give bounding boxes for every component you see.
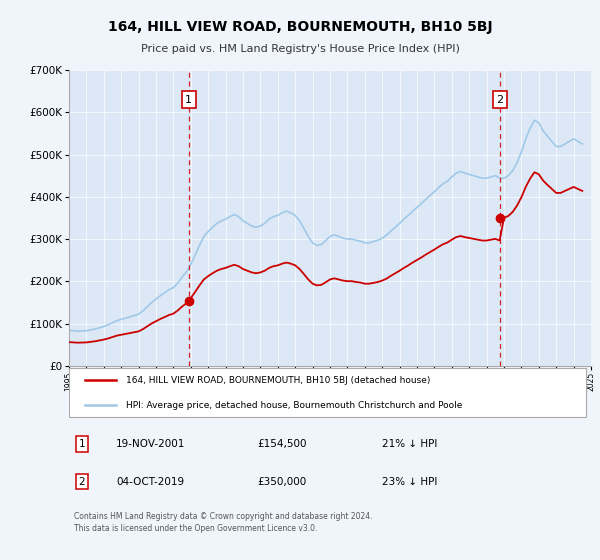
Text: 19-NOV-2001: 19-NOV-2001 bbox=[116, 438, 185, 449]
Text: 1: 1 bbox=[185, 95, 192, 105]
Text: Contains HM Land Registry data © Crown copyright and database right 2024.
This d: Contains HM Land Registry data © Crown c… bbox=[74, 512, 373, 533]
FancyBboxPatch shape bbox=[69, 368, 586, 417]
Text: 1: 1 bbox=[79, 438, 85, 449]
Text: Price paid vs. HM Land Registry's House Price Index (HPI): Price paid vs. HM Land Registry's House … bbox=[140, 44, 460, 54]
Text: 04-OCT-2019: 04-OCT-2019 bbox=[116, 477, 184, 487]
Text: £350,000: £350,000 bbox=[257, 477, 306, 487]
Text: 21% ↓ HPI: 21% ↓ HPI bbox=[382, 438, 437, 449]
Text: £154,500: £154,500 bbox=[257, 438, 307, 449]
Text: 164, HILL VIEW ROAD, BOURNEMOUTH, BH10 5BJ: 164, HILL VIEW ROAD, BOURNEMOUTH, BH10 5… bbox=[107, 20, 493, 34]
Text: HPI: Average price, detached house, Bournemouth Christchurch and Poole: HPI: Average price, detached house, Bour… bbox=[127, 400, 463, 409]
Text: 2: 2 bbox=[79, 477, 85, 487]
Text: 164, HILL VIEW ROAD, BOURNEMOUTH, BH10 5BJ (detached house): 164, HILL VIEW ROAD, BOURNEMOUTH, BH10 5… bbox=[127, 376, 431, 385]
Text: 2: 2 bbox=[496, 95, 503, 105]
Text: 23% ↓ HPI: 23% ↓ HPI bbox=[382, 477, 437, 487]
